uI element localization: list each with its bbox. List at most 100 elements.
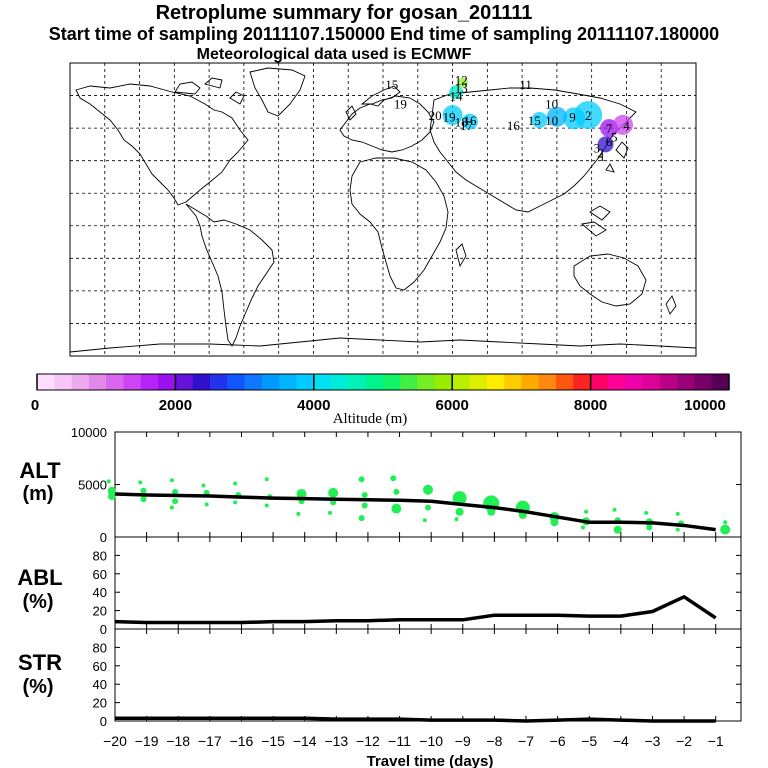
alt-point [327,510,332,515]
alt-point [172,488,179,495]
plume-day-label: 20 [429,108,442,123]
plume-blob [546,106,567,127]
x-tick-label: −2 [676,733,692,749]
y-tick-label: 60 [93,659,107,674]
y-tick-label: 80 [93,640,107,655]
colorbar-cell [434,374,453,390]
colorbar-cell [88,374,107,390]
colorbar-cell [331,374,349,390]
plume-day-label: 18 [455,115,468,130]
str-mean-line [115,716,716,723]
colorbar-tick-label: 8000 [574,397,607,414]
colorbar-cell [694,374,712,390]
alt-point [328,487,339,498]
plume-blob [442,105,463,126]
alt-point [675,527,680,532]
alt-point [644,510,649,515]
plume-day-label: 1 [599,149,606,164]
alt-point [233,500,238,505]
alt-point [169,505,174,510]
alt-point [612,507,617,512]
abl-panel: ABL(%) 0 20 40 60 80 [17,536,742,637]
plume-day-label: 9 [569,110,576,125]
x-axis: −20 −19 −18 −17 −16 −15 −14 −13 −12 −11 −10 −9 −8 −7−… [103,733,724,768]
plume-day-label: 15 [528,113,541,128]
plume-blob [449,85,464,100]
colorbar-cell [469,374,488,390]
alt-point [169,478,174,483]
y-tick-label: 0 [100,714,107,729]
colorbar-cell [590,374,609,390]
alt-label: ALT [19,458,61,483]
plume-day-label: 5 [611,129,618,144]
plume-day-label: 12 [455,72,468,87]
colorbar-cell [556,374,574,390]
plume-day-label: 2 [585,108,592,123]
alt-point [140,487,147,494]
y-tick-label: 20 [93,604,107,619]
y-tick-label: 0 [100,622,107,637]
str-panel: STR(%) 0 20 40 60 80 [18,628,742,729]
colorbar-tick-label: 4000 [297,397,330,414]
colorbar-cell [261,374,280,390]
met-data-label: Meteorological data used is ECMWF [196,46,472,63]
plume-day-label: 19 [394,97,407,112]
x-tick-label: −8 [486,733,502,749]
plume-day-label: 3 [594,141,601,156]
y-tick-label: 20 [93,696,107,711]
alt-point [675,511,680,516]
alt-point [138,480,143,485]
x-tick-label: −15 [261,733,285,749]
y-tick-label: 10000 [71,425,107,440]
alt-point [580,525,585,530]
alt-point [107,492,116,501]
alt-point [393,488,400,495]
alt-point [613,525,622,534]
colorbar-cell [296,374,315,390]
alt-panel: ALT(m) 0 5000 10000 [19,425,742,545]
colorbar-cell [140,374,159,390]
x-tick-label: −9 [455,733,471,749]
alt-point [425,504,431,511]
abl-mean-line [114,595,717,625]
map-gridlines [70,63,696,356]
alt-point [390,475,397,482]
alt-point [296,511,301,516]
x-tick-label: −11 [388,733,411,749]
plume-blob [457,77,468,88]
x-tick-label: −20 [103,733,127,749]
x-tick-label: −5 [581,733,597,749]
coastlines [69,67,697,353]
x-tick-label: −19 [135,733,159,749]
alt-point [720,524,731,535]
colorbar-cell [279,374,297,390]
colorbar-cell [452,374,470,390]
plume-day-label: 16 [463,113,477,128]
str-label: STR [18,650,62,675]
colorbar-cell [175,374,193,390]
x-tick-label: −18 [166,733,190,749]
alt-point [391,503,402,514]
colorbar-cell [521,374,539,390]
colorbar-cell [71,374,90,390]
y-tick-label: 5000 [78,478,107,493]
alt-point [422,518,427,523]
colorbar-cell [227,374,245,390]
alt-mean-line [114,492,716,532]
alt-point [423,484,433,495]
colorbar-cell [365,374,384,390]
x-tick-label: −14 [293,733,317,749]
alt-point [723,520,728,525]
colorbar-cell [37,374,55,390]
alt-point [361,492,368,498]
plume-day-label: 10 [545,97,558,112]
colorbar-cell [538,374,557,390]
colorbar-cell [642,374,661,390]
alt-point [358,476,365,483]
plume-day-label: 16 [507,118,521,133]
y-tick-label: 40 [93,677,107,692]
x-tick-label: −7 [518,733,534,749]
colorbar-tick-label: 0 [31,397,39,414]
